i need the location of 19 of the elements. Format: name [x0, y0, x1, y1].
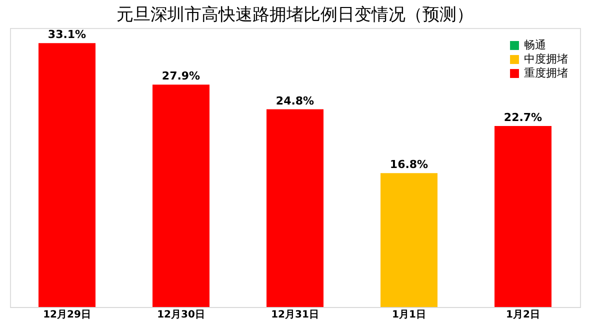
bar — [152, 84, 210, 307]
data-label: 24.8% — [276, 94, 314, 108]
bar — [266, 109, 324, 307]
chart-title: 元旦深圳市高快速路拥堵比例日变情况（预测） — [116, 5, 474, 25]
legend-label: 畅通 — [524, 38, 546, 52]
legend-label: 重度拥堵 — [524, 66, 568, 80]
data-label: 16.8% — [390, 158, 428, 172]
bar — [38, 43, 96, 307]
x-tick-label: 12月31日 — [271, 310, 319, 320]
x-tick-label: 12月30日 — [157, 310, 205, 320]
data-label: 33.1% — [48, 28, 86, 42]
x-tick-label: 1月1日 — [392, 310, 426, 320]
bar — [494, 126, 552, 307]
bar — [380, 173, 438, 307]
data-label: 27.9% — [162, 70, 200, 83]
data-label: 22.7% — [504, 111, 542, 124]
x-tick-label: 1月2日 — [506, 310, 540, 320]
x-tick-label: 12月29日 — [43, 310, 91, 320]
legend-label: 中度拥堵 — [524, 52, 568, 66]
